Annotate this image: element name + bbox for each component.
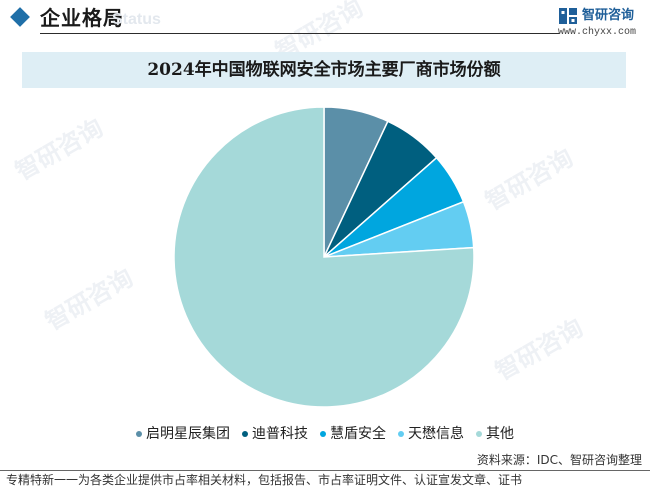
legend-swatch xyxy=(320,431,326,437)
legend-item: 天懋信息 xyxy=(398,424,464,444)
legend-label: 天懋信息 xyxy=(408,426,464,442)
legend-label: 慧盾安全 xyxy=(330,426,386,442)
legend-swatch xyxy=(398,431,404,437)
footer-divider xyxy=(0,470,650,471)
header: 企业格局 Status 智研咨询 www.chyxx.com xyxy=(0,0,650,40)
legend-label: 其他 xyxy=(486,426,514,442)
legend-item: 其他 xyxy=(476,424,514,444)
legend-item: 迪普科技 xyxy=(242,424,308,444)
brand-url: www.chyxx.com xyxy=(558,27,637,38)
brand-name: 智研咨询 xyxy=(582,8,635,23)
legend-label: 启明星辰集团 xyxy=(146,426,230,442)
legend-swatch xyxy=(242,431,248,437)
legend-swatch xyxy=(476,431,482,437)
header-divider xyxy=(40,33,560,34)
legend-item: 慧盾安全 xyxy=(320,424,386,444)
chart-title: 2024年中国物联网安全市场主要厂商市场份额 xyxy=(147,60,501,80)
brand-logo-icon xyxy=(559,8,577,24)
section-ghost-text: Status xyxy=(112,11,161,28)
source-note: 资料来源：IDC、智研咨询整理 xyxy=(476,453,642,467)
legend-swatch xyxy=(136,431,142,437)
chart-legend: 启明星辰集团 迪普科技 慧盾安全 天懋信息 其他 xyxy=(95,424,555,444)
legend-label: 迪普科技 xyxy=(252,426,308,442)
legend-item: 启明星辰集团 xyxy=(136,424,230,444)
section-title: 企业格局 xyxy=(40,6,124,30)
footer-text: 专精特新一一为各类企业提供市占率相关材料，包括报告、市占率证明文件、认证宣发文章… xyxy=(6,473,523,487)
brand: 智研咨询 www.chyxx.com xyxy=(558,6,648,42)
pie-slice-5 xyxy=(173,106,475,408)
chart-title-band: 2024年中国物联网安全市场主要厂商市场份额 xyxy=(22,52,626,88)
